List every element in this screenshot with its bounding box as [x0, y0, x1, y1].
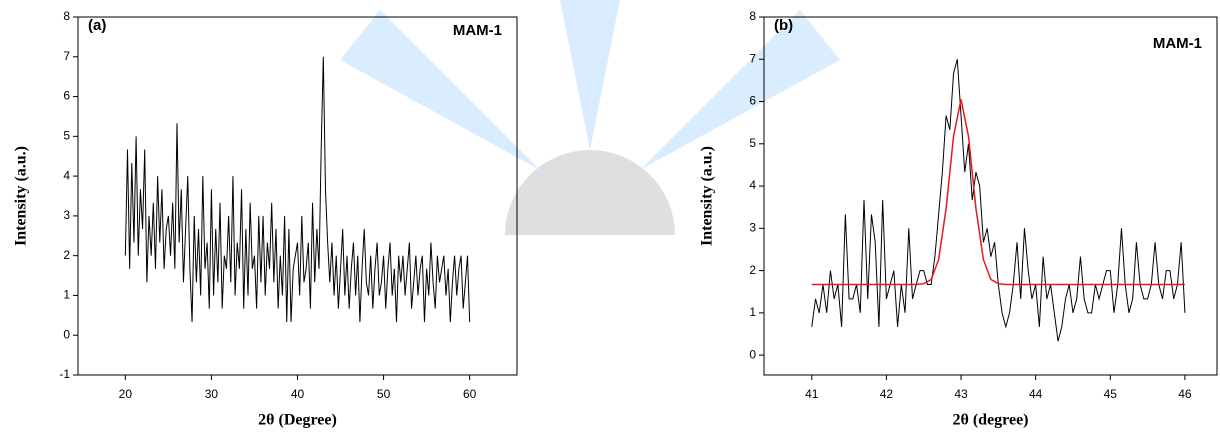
annotation: MAM-1	[453, 22, 502, 39]
plot	[124, 56, 471, 323]
panel-label: (b)	[774, 17, 793, 34]
plot-frame	[763, 16, 1218, 376]
y-tick-label: 7	[749, 51, 756, 65]
y-tick-label: 6	[63, 89, 70, 103]
y-tick-label: 8	[749, 9, 756, 23]
annotation: MAM-1	[1153, 35, 1202, 52]
watermark-arc	[505, 150, 675, 235]
watermark	[340, 0, 840, 235]
y-tick-label: 8	[63, 9, 70, 23]
y-tick-label: 0	[749, 347, 756, 361]
y-tick-label: 5	[749, 136, 756, 150]
watermark-ray	[340, 10, 540, 170]
x-tick-label: 30	[205, 387, 219, 401]
data-line	[811, 59, 1186, 342]
y-tick-label: 1	[63, 288, 70, 302]
y-tick-label: 3	[63, 208, 70, 222]
x-tick-label: 44	[1029, 387, 1043, 401]
data-line	[811, 99, 1185, 286]
x-tick-label: 43	[954, 387, 968, 401]
y-tick-label: 4	[63, 168, 70, 182]
watermark-ray	[560, 0, 620, 150]
y-tick-label: -1	[59, 367, 70, 381]
panel-label: (a)	[88, 17, 106, 34]
watermark-ray	[640, 10, 840, 170]
x-tick-label: 45	[1104, 387, 1118, 401]
x-tick-label: 42	[880, 387, 894, 401]
y-axis-label: Intensity (a.u.)	[13, 146, 30, 246]
x-tick-label: 50	[377, 387, 391, 401]
plot	[811, 59, 1186, 342]
x-axis-label: 2θ (Degree)	[258, 412, 337, 429]
x-tick-label: 60	[463, 387, 477, 401]
x-axis-label: 2θ (degree)	[952, 412, 1028, 429]
x-tick-label: 40	[291, 387, 305, 401]
y-tick-label: 0	[63, 327, 70, 341]
y-tick-label: 2	[63, 248, 70, 262]
data-line	[124, 56, 471, 323]
y-axis-label: Intensity (a.u.)	[699, 146, 716, 246]
y-tick-label: 5	[63, 129, 70, 143]
y-tick-label: 6	[749, 94, 756, 108]
y-tick-label: 7	[63, 49, 70, 63]
y-tick-label: 3	[749, 221, 756, 235]
x-tick-label: 46	[1178, 387, 1192, 401]
x-tick-label: 41	[805, 387, 819, 401]
x-tick-label: 20	[119, 387, 133, 401]
y-tick-label: 1	[749, 305, 756, 319]
y-tick-label: 4	[749, 178, 756, 192]
y-tick-label: 2	[749, 263, 756, 277]
